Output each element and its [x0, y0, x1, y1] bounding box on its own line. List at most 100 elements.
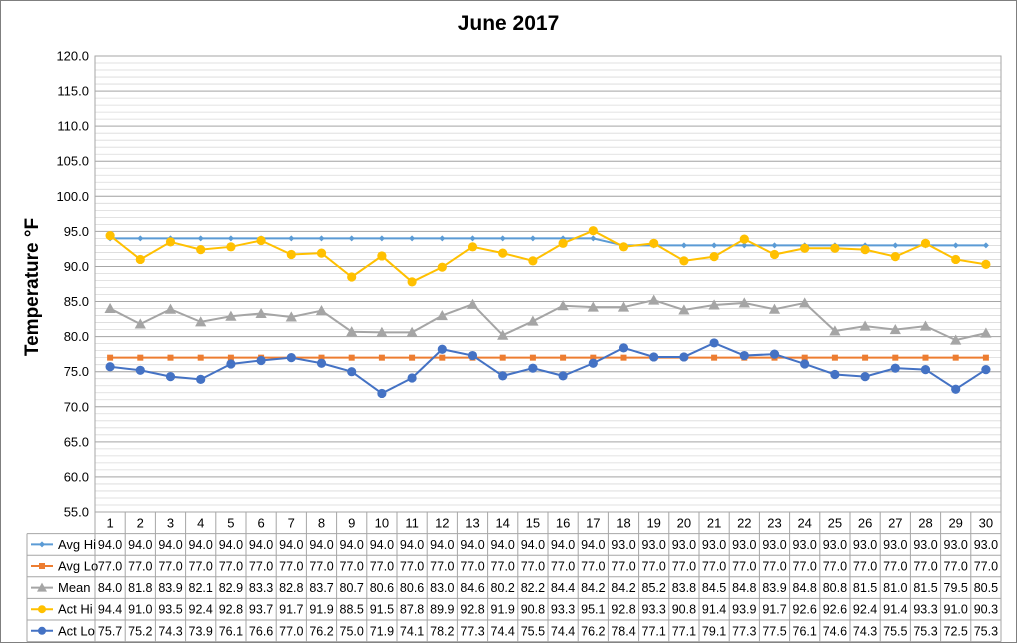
x-tick-label: 11 — [405, 515, 419, 530]
legend-marker-avg-lo — [39, 563, 45, 569]
data-label-avg-hi: 94.0 — [340, 538, 364, 552]
x-tick-label: 4 — [197, 515, 204, 530]
x-tick-label: 21 — [707, 515, 721, 530]
x-tick-label: 22 — [737, 515, 751, 530]
data-label-avg-hi: 94.0 — [309, 538, 333, 552]
data-point-act-hi — [890, 252, 900, 262]
data-label-mean: 82.2 — [521, 581, 545, 595]
data-label-avg-hi: 94.0 — [430, 538, 454, 552]
data-point-avg-hi — [711, 242, 718, 249]
data-point-avg-hi — [439, 235, 446, 242]
data-point-avg-lo — [529, 354, 536, 361]
x-tick-label: 3 — [167, 515, 174, 530]
data-point-act-hi — [226, 242, 236, 252]
data-point-act-hi — [679, 256, 689, 266]
data-point-act-hi — [316, 248, 327, 258]
data-label-avg-lo: 77.0 — [158, 560, 182, 574]
data-point-act-hi — [105, 230, 115, 241]
data-label-mean: 80.8 — [823, 581, 847, 595]
data-point-avg-hi — [378, 235, 385, 242]
data-point-mean — [557, 300, 569, 311]
series-line-act-lo — [109, 341, 987, 395]
data-point-act-lo — [437, 344, 447, 354]
data-label-avg-lo: 77.0 — [581, 560, 605, 574]
data-label-avg-lo: 77.0 — [189, 560, 213, 574]
data-point-avg-hi — [409, 235, 416, 242]
data-label-avg-lo: 77.0 — [98, 560, 122, 574]
y-tick-label: 85.0 — [64, 294, 89, 309]
y-tick-label: 105.0 — [56, 154, 89, 169]
data-label-act-lo: 74.4 — [491, 624, 515, 638]
data-label-act-hi: 91.0 — [944, 603, 968, 617]
data-point-act-lo — [347, 367, 357, 377]
x-tick-label: 12 — [435, 515, 449, 530]
data-label-act-hi: 91.7 — [762, 603, 786, 617]
data-point-act-lo — [679, 352, 689, 362]
data-point-mean — [617, 301, 630, 312]
data-label-mean: 80.6 — [400, 581, 424, 595]
data-label-act-hi: 92.6 — [823, 603, 847, 617]
data-label-act-lo: 74.4 — [551, 624, 575, 638]
data-point-mean — [768, 303, 781, 314]
data-point-act-lo — [226, 359, 236, 369]
data-label-act-hi: 92.6 — [793, 603, 817, 617]
x-tick-label: 20 — [677, 515, 691, 530]
data-label-avg-lo: 77.0 — [309, 560, 333, 574]
data-point-mean — [255, 307, 267, 318]
data-label-act-lo: 75.3 — [913, 624, 937, 638]
data-label-act-lo: 74.6 — [823, 624, 847, 638]
data-label-avg-hi: 94.0 — [521, 538, 545, 552]
data-label-avg-hi: 93.0 — [642, 538, 666, 552]
data-label-mean: 85.2 — [642, 581, 666, 595]
x-tick-label: 13 — [465, 515, 479, 530]
data-point-avg-hi — [590, 235, 597, 242]
data-label-avg-hi: 94.0 — [128, 538, 152, 552]
data-point-avg-lo — [892, 354, 899, 361]
series-line-act-hi — [109, 229, 987, 284]
y-tick-label: 80.0 — [64, 329, 89, 344]
data-label-act-lo: 75.2 — [128, 624, 152, 638]
data-label-avg-lo: 77.0 — [883, 560, 907, 574]
data-point-act-lo — [407, 373, 417, 383]
data-point-avg-hi — [227, 235, 234, 242]
data-label-mean: 84.8 — [793, 581, 817, 595]
data-label-act-hi: 91.4 — [883, 603, 907, 617]
data-label-avg-lo: 77.0 — [672, 560, 696, 574]
data-point-avg-lo — [409, 354, 416, 361]
data-label-act-hi: 91.9 — [491, 603, 515, 617]
data-point-act-lo — [618, 343, 629, 353]
data-point-act-hi — [256, 235, 266, 246]
data-point-act-lo — [196, 374, 206, 385]
data-label-act-lo: 72.5 — [944, 624, 968, 638]
data-point-act-hi — [286, 249, 296, 260]
legend-marker-mean — [37, 582, 47, 592]
legend-label-avg-hi: Avg Hi — [58, 537, 96, 552]
data-label-avg-hi: 93.0 — [611, 538, 635, 552]
data-point-avg-lo — [952, 354, 959, 361]
data-point-mean — [950, 334, 962, 345]
series-line-mean — [109, 299, 987, 342]
data-label-act-lo: 77.3 — [460, 624, 484, 638]
x-tick-label: 16 — [556, 515, 570, 530]
data-point-act-lo — [981, 364, 991, 375]
data-point-avg-hi — [982, 242, 989, 249]
x-tick-label: 6 — [257, 515, 264, 530]
y-tick-label: 115.0 — [57, 84, 89, 99]
data-point-act-lo — [316, 358, 327, 368]
data-point-act-lo — [890, 363, 900, 373]
data-point-avg-hi — [771, 242, 778, 249]
data-point-act-hi — [437, 262, 447, 272]
data-label-act-hi: 92.8 — [460, 603, 484, 617]
data-label-avg-lo: 77.0 — [460, 560, 484, 574]
data-point-avg-lo — [499, 354, 506, 361]
data-label-avg-lo: 77.0 — [491, 560, 515, 574]
data-point-avg-hi — [137, 235, 144, 242]
x-tick-label: 1 — [106, 515, 113, 530]
data-label-avg-lo: 77.0 — [128, 560, 152, 574]
x-tick-label: 2 — [137, 515, 144, 530]
data-label-avg-lo: 77.0 — [249, 560, 273, 574]
legend-marker-act-lo — [38, 626, 46, 635]
data-point-avg-hi — [318, 235, 325, 242]
data-point-act-hi — [165, 237, 176, 247]
data-label-act-lo: 76.1 — [793, 624, 817, 638]
